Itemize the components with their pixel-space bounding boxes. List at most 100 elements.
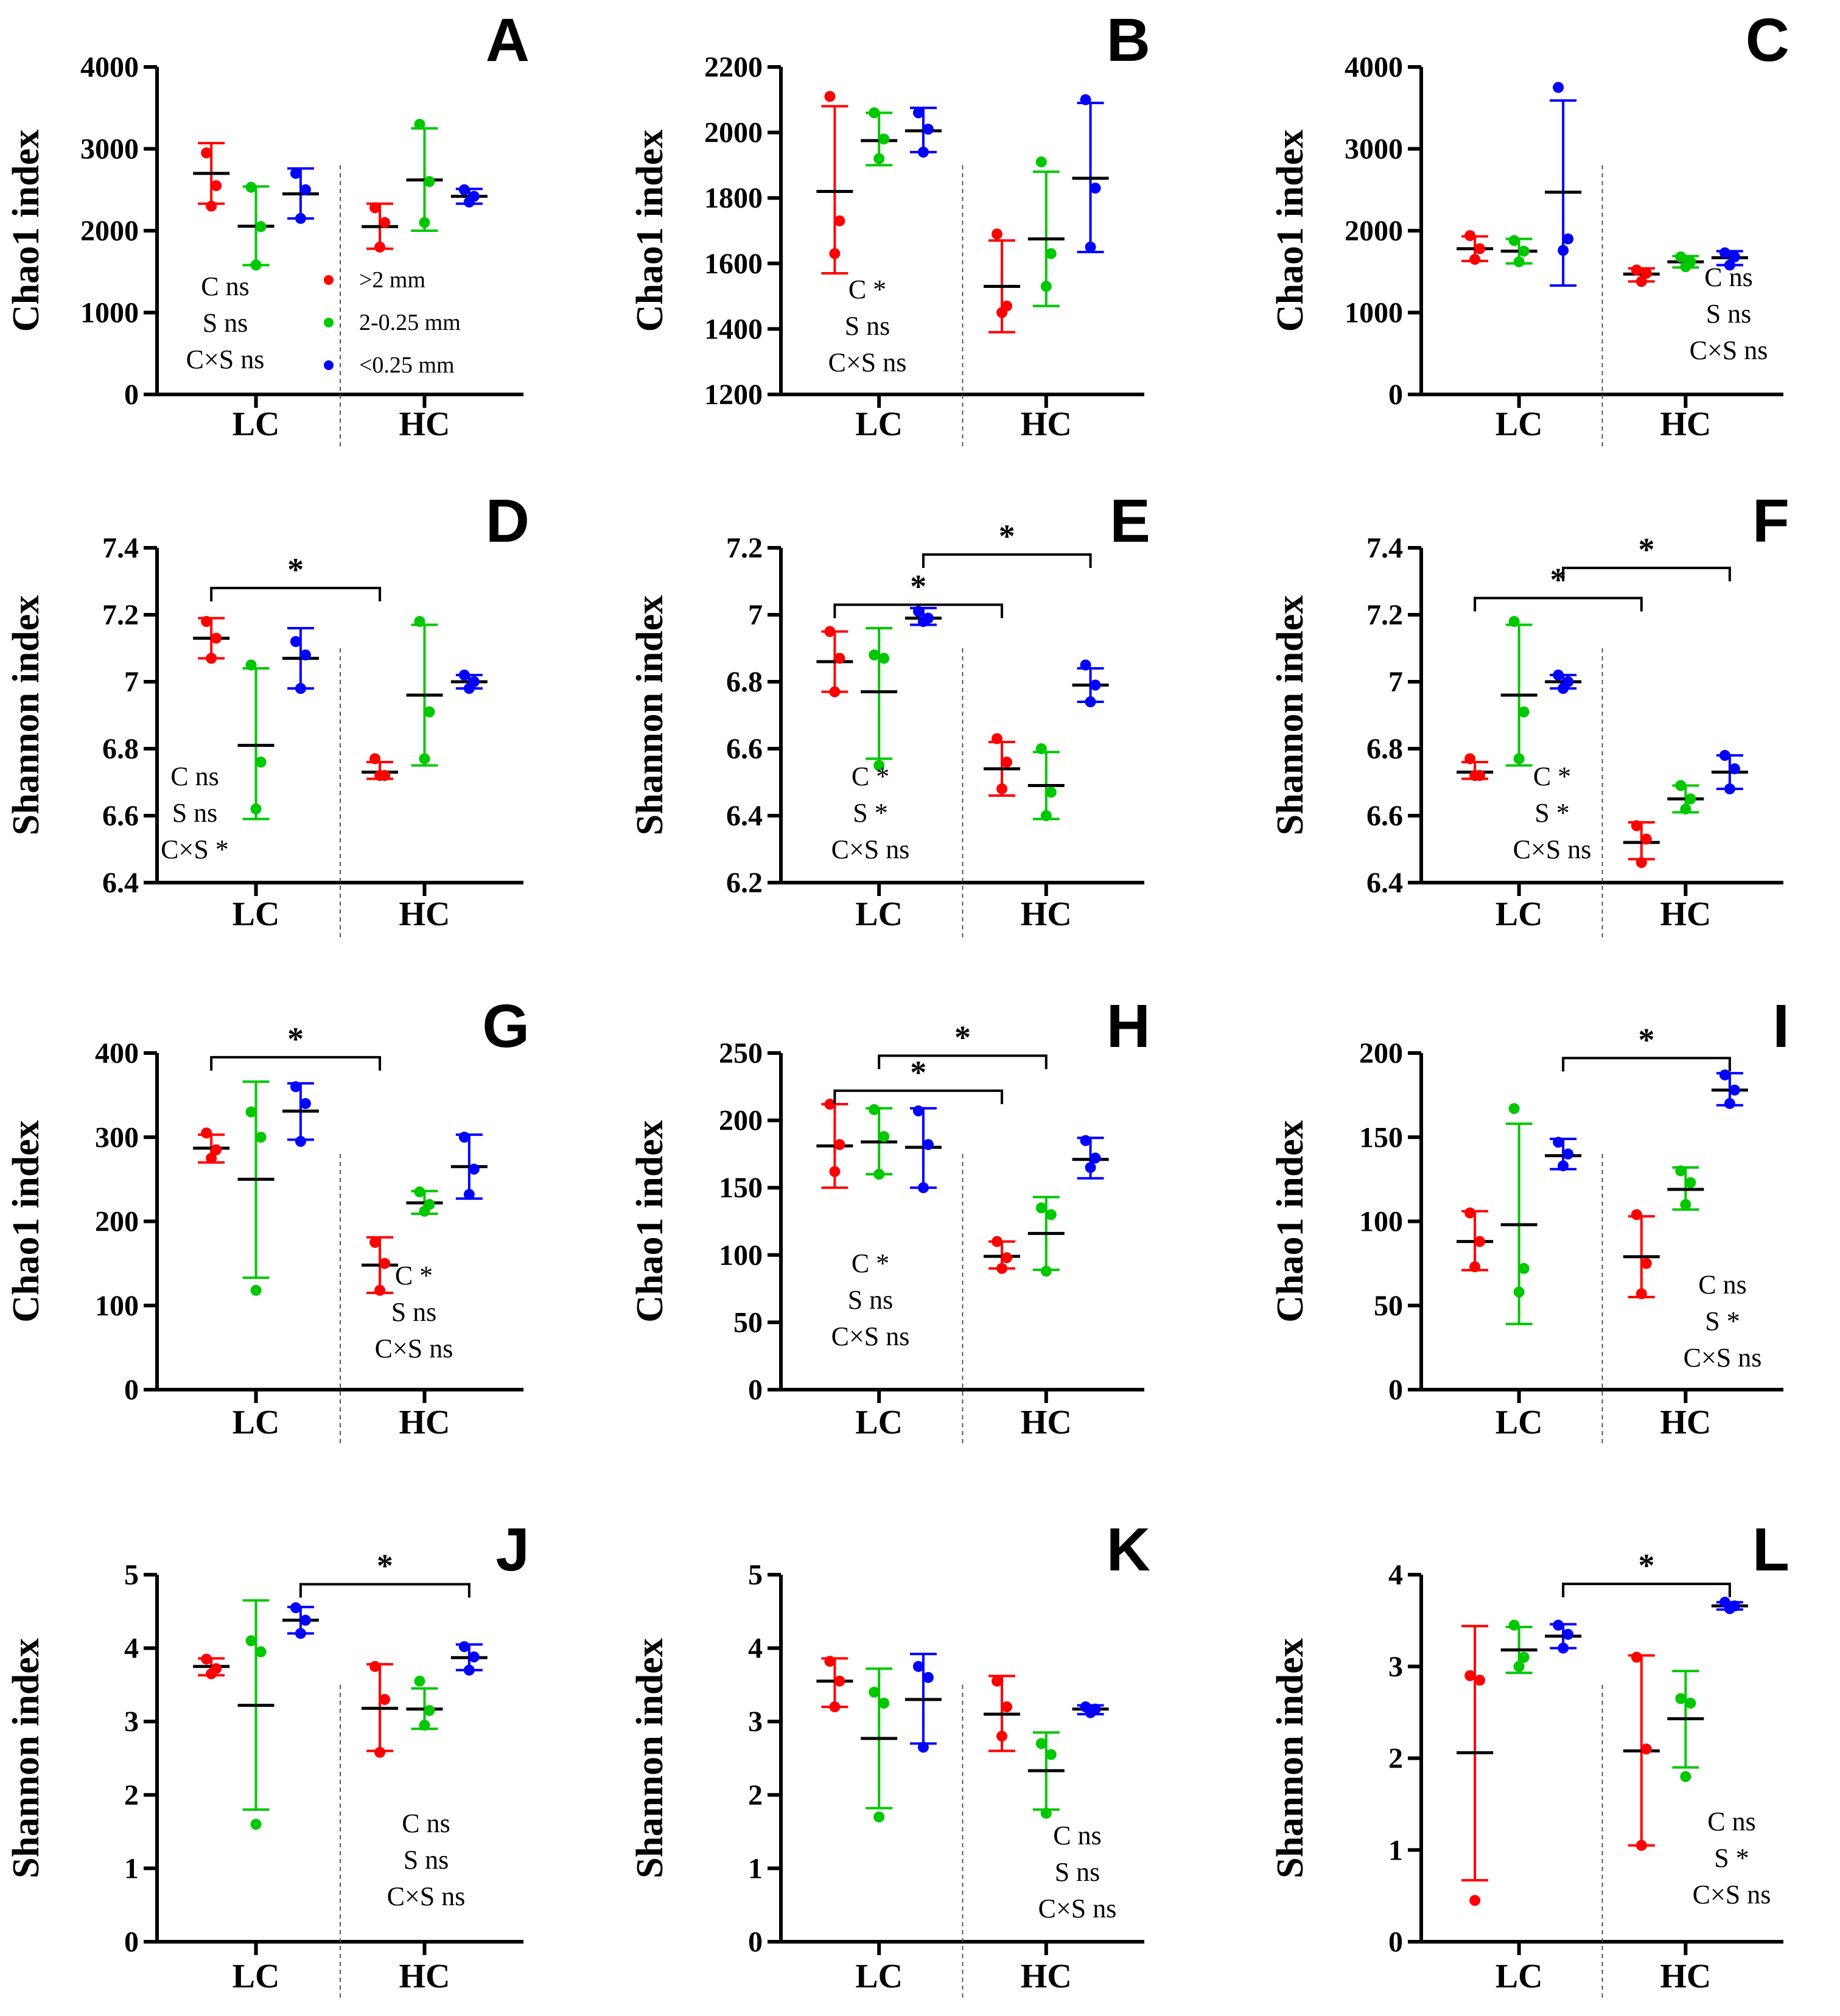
series-hc-red — [362, 202, 399, 253]
series-lc-red — [193, 142, 230, 212]
y-tick-label: 6.6 — [1366, 800, 1403, 832]
data-point — [1675, 251, 1687, 263]
stats-line: S ns — [404, 1845, 449, 1875]
data-point — [1469, 254, 1481, 265]
data-point — [1085, 241, 1096, 253]
stats-line: S * — [853, 798, 887, 828]
y-tick-label: 1800 — [704, 182, 763, 214]
data-point — [290, 1602, 301, 1614]
legend-marker-blue — [324, 360, 334, 370]
y-tick-label: 1600 — [704, 248, 763, 280]
series-lc-blue — [282, 1602, 319, 1639]
data-point — [1680, 261, 1691, 273]
data-point — [1045, 1209, 1057, 1220]
series-lc-blue — [904, 1105, 942, 1194]
data-point — [255, 1132, 267, 1143]
data-point — [873, 760, 885, 771]
significance-bracket: * — [1562, 531, 1731, 581]
y-tick-label: 150 — [1359, 1121, 1403, 1153]
data-point — [458, 1132, 470, 1143]
stats-line: C×S ns — [387, 1881, 466, 1911]
series-hc-red — [984, 1675, 1021, 1752]
data-point — [419, 1720, 430, 1731]
data-point — [829, 1701, 841, 1713]
series-hc-blue — [1072, 94, 1109, 253]
data-point — [834, 215, 845, 226]
group-label: HC — [1660, 1958, 1711, 1995]
data-point — [458, 184, 470, 195]
y-tick-label: 0 — [124, 1374, 139, 1406]
data-point — [369, 1661, 381, 1672]
series-lc-red — [1457, 230, 1494, 265]
data-point — [414, 119, 425, 130]
data-point — [1508, 1103, 1520, 1115]
stats-line: C×S * — [161, 835, 229, 864]
y-tick-label: 4 — [1388, 1559, 1403, 1591]
data-point — [1640, 1743, 1652, 1755]
data-point — [1090, 183, 1101, 194]
series-lc-blue — [1545, 1136, 1582, 1172]
y-axis-label: Chao1 index — [629, 1120, 671, 1322]
data-point — [1464, 1207, 1476, 1219]
series-hc-green — [1667, 1165, 1704, 1211]
y-tick-label: 1200 — [704, 379, 763, 411]
data-point — [1680, 1771, 1691, 1782]
data-point — [1474, 1675, 1486, 1686]
data-point — [1469, 1261, 1481, 1273]
data-point — [1040, 810, 1052, 821]
data-point — [992, 228, 1003, 240]
data-point — [290, 1081, 301, 1093]
data-point — [206, 1152, 217, 1164]
data-point — [869, 649, 880, 660]
significance-star: * — [1639, 1021, 1655, 1058]
stats-line: C ns — [1707, 1807, 1755, 1836]
data-point — [1090, 1152, 1101, 1164]
data-point — [1474, 243, 1486, 254]
data-point — [211, 1144, 222, 1155]
data-point — [458, 670, 470, 681]
data-point — [1518, 245, 1530, 257]
significance-bracket: * — [1562, 1021, 1731, 1072]
y-tick-label: 250 — [719, 1037, 763, 1069]
data-point — [1724, 1603, 1735, 1614]
panel-a: 0 1000 2000 3000 4000 Chao1 index LC HC A C ns S n… — [5, 6, 530, 447]
data-point — [1464, 753, 1476, 765]
data-point — [374, 241, 386, 253]
stats-line: S ns — [1706, 299, 1752, 329]
data-point — [299, 649, 311, 660]
series-lc-blue — [282, 167, 319, 224]
significance-star: * — [377, 1548, 393, 1584]
data-point — [1685, 1698, 1696, 1709]
stats-line: C ns — [1698, 1270, 1746, 1300]
data-point — [255, 1646, 267, 1657]
data-point — [458, 1641, 470, 1653]
data-point — [1685, 793, 1696, 805]
bracket-line — [1562, 1583, 1731, 1598]
data-point — [1080, 94, 1091, 105]
panel-j: 0 1 2 3 4 5 Shannon index LC HC J * C ns S ns C×S ns — [5, 1516, 530, 2000]
series-lc-green — [237, 659, 275, 821]
data-point — [1080, 659, 1091, 671]
data-point — [1558, 1642, 1569, 1654]
bracket-line — [210, 587, 382, 601]
series-hc-green — [406, 1186, 443, 1217]
series-hc-red — [362, 1236, 399, 1296]
data-point — [912, 606, 924, 617]
data-point — [295, 1136, 306, 1147]
panel-letter: J — [495, 1516, 530, 1584]
series-lc-green — [1500, 616, 1537, 767]
data-point — [912, 1105, 924, 1117]
data-point — [374, 1284, 386, 1296]
series-hc-green — [1667, 251, 1704, 273]
data-point — [824, 626, 836, 637]
group-label: LC — [1495, 405, 1543, 443]
y-tick-label: 200 — [95, 1206, 139, 1238]
data-point — [1680, 1199, 1691, 1210]
data-point — [992, 733, 1003, 744]
data-point — [379, 1694, 391, 1706]
panel-h: 0 50 100 150 200 250 Chao1 index LC HC H * * C * S ns… — [629, 992, 1150, 1446]
legend-marker-green — [324, 318, 334, 327]
significance-bracket: * — [833, 1054, 1004, 1104]
data-point — [1469, 770, 1481, 781]
